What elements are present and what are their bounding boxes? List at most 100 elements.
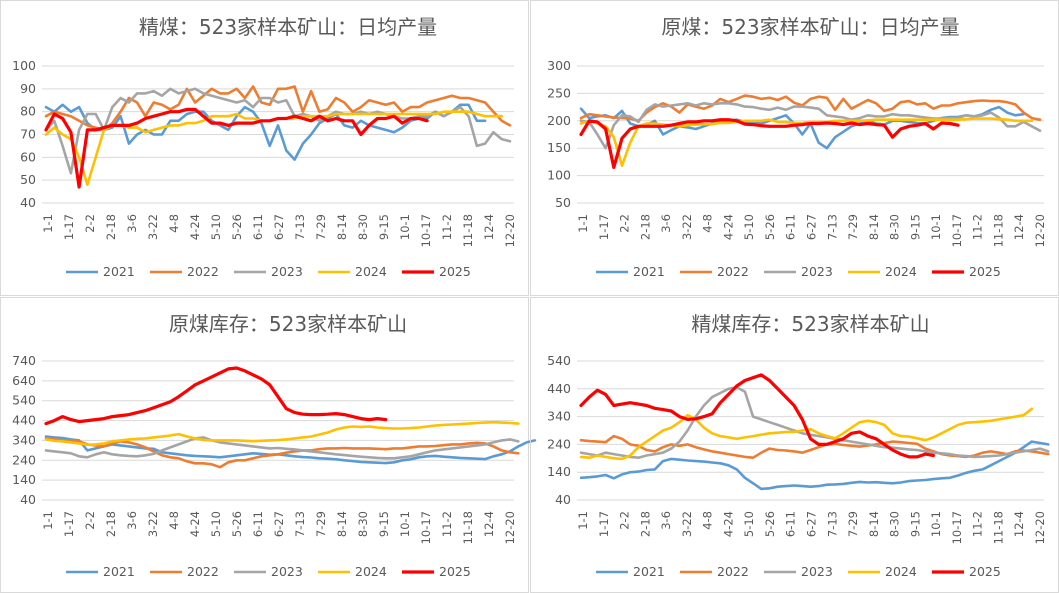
chart-title: 精煤库存：523家样本矿山: [691, 312, 929, 336]
x-tick-label: 5-10: [742, 214, 756, 240]
x-tick-label: 6-11: [251, 511, 265, 537]
legend-label-2023: 2023: [271, 264, 303, 279]
y-tick-label: 40: [20, 195, 36, 210]
raw-coal-output-chart: 原煤：523家样本矿山：日均产量 50 100 150 200 250 300 1-1 1-17…: [530, 0, 1059, 296]
y-tick-label: 100: [12, 58, 36, 73]
chart-title: 原煤库存：523家样本矿山: [169, 312, 407, 336]
x-tick-label: 2-18: [104, 214, 118, 240]
x-tick-label: 6-27: [805, 214, 819, 240]
y-tick-label: 440: [547, 381, 571, 396]
x-tick-label: 8-14: [335, 214, 349, 240]
x-tick-label: 12-4: [1012, 214, 1026, 240]
legend-label-2022: 2022: [717, 564, 749, 579]
x-tick-label: 4-8: [167, 214, 181, 233]
x-tick-label: 11-2: [440, 511, 454, 537]
x-tick-label: 9-15: [908, 511, 922, 537]
legend-label-2023: 2023: [271, 564, 303, 579]
y-tick-label: 200: [547, 113, 571, 128]
x-tick-label: 8-30: [356, 511, 370, 537]
y-tick-label: 50: [20, 172, 36, 187]
raw-coal-inventory-chart: 原煤库存：523家样本矿山 40 140 240 340 440 540 640 740 1-1 1…: [0, 297, 537, 593]
x-tick-label: 4-24: [188, 214, 202, 240]
x-tick-label: 8-14: [335, 511, 349, 537]
x-tick-label: 12-4: [1012, 511, 1026, 537]
y-tick-label: 440: [12, 413, 36, 428]
legend-label-2024: 2024: [355, 564, 387, 579]
x-tick-label: 5-10: [209, 214, 223, 240]
x-tick-label: 11-18: [461, 214, 475, 247]
series-line-2021: [44, 103, 487, 161]
legend-label-2023: 2023: [801, 264, 833, 279]
series-line-2023: [579, 386, 1050, 460]
x-tick-label: 1-1: [41, 511, 55, 530]
series-line-2025: [44, 366, 388, 426]
x-tick-label: 7-29: [846, 214, 860, 240]
x-tick-label: 8-30: [888, 511, 902, 537]
x-tick-label: 5-10: [209, 511, 223, 537]
chart-title: 原煤：523家样本矿山：日均产量: [661, 15, 959, 39]
legend-label-2021: 2021: [633, 264, 665, 279]
y-tick-label: 140: [547, 464, 571, 479]
x-tick-label: 2-2: [618, 214, 632, 233]
x-tick-label: 11-18: [991, 511, 1005, 544]
x-tick-label: 10-1: [398, 214, 412, 240]
legend-label-2022: 2022: [717, 264, 749, 279]
x-tick-label: 9-15: [377, 214, 391, 240]
x-tick-label: 7-13: [825, 511, 839, 537]
x-tick-label: 3-22: [680, 511, 694, 537]
legend-label-2021: 2021: [103, 264, 135, 279]
x-tick-label: 11-2: [440, 214, 454, 240]
y-tick-label: 40: [555, 492, 571, 507]
x-tick-label: 12-20: [1033, 214, 1047, 247]
panel-border: [530, 297, 1059, 593]
series-line-2025: [579, 373, 936, 459]
y-tick-label: 740: [12, 353, 36, 368]
y-tick-label: 640: [12, 373, 36, 388]
clean-coal-output-chart: 精煤：523家样本矿山：日均产量 40 50 60 70 80 90 100 1-1 1-17 2-…: [0, 0, 529, 296]
legend-label-2024: 2024: [355, 264, 387, 279]
x-tick-label: 8-14: [867, 511, 881, 537]
legend-label-2024: 2024: [885, 264, 917, 279]
x-tick-label: 6-11: [784, 214, 798, 240]
x-tick-label: 4-24: [721, 214, 735, 240]
legend-label-2021: 2021: [633, 564, 665, 579]
series-line-2022: [44, 85, 512, 132]
x-tick-label: 10-1: [929, 511, 943, 537]
x-tick-label: 4-8: [701, 214, 715, 233]
y-tick-label: 90: [20, 81, 36, 96]
x-tick-label: 3-6: [659, 511, 673, 530]
legend-label-2024: 2024: [885, 564, 917, 579]
y-tick-label: 340: [547, 409, 571, 424]
x-tick-label: 4-24: [188, 511, 202, 537]
x-tick-label: 11-2: [971, 214, 985, 240]
x-tick-label: 3-6: [125, 214, 139, 233]
x-tick-label: 3-22: [146, 214, 160, 240]
y-tick-label: 140: [12, 472, 36, 487]
x-tick-label: 2-2: [83, 214, 97, 233]
x-tick-label: 2-2: [618, 511, 632, 530]
legend-label-2025: 2025: [439, 264, 471, 279]
x-tick-label: 10-1: [398, 511, 412, 537]
y-tick-label: 60: [20, 149, 36, 164]
y-tick-label: 250: [547, 85, 571, 100]
x-tick-label: 3-22: [680, 214, 694, 240]
legend-label-2025: 2025: [439, 564, 471, 579]
legend-label-2025: 2025: [969, 564, 1001, 579]
x-tick-label: 7-29: [314, 214, 328, 240]
x-tick-label: 6-27: [805, 511, 819, 537]
x-tick-label: 10-17: [419, 214, 433, 247]
x-tick-label: 12-20: [503, 511, 517, 544]
series-line-2025: [579, 118, 960, 169]
x-tick-label: 10-17: [950, 214, 964, 247]
x-tick-label: 8-30: [356, 214, 370, 240]
x-tick-label: 1-1: [576, 214, 590, 233]
x-tick-label: 5-26: [763, 214, 777, 240]
y-tick-label: 80: [20, 104, 36, 119]
legend-label-2021: 2021: [103, 564, 135, 579]
series-line-2022: [44, 437, 520, 469]
x-tick-label: 6-11: [784, 511, 798, 537]
x-tick-label: 2-2: [83, 511, 97, 530]
x-tick-label: 7-13: [293, 511, 307, 537]
x-tick-label: 2-18: [104, 511, 118, 537]
